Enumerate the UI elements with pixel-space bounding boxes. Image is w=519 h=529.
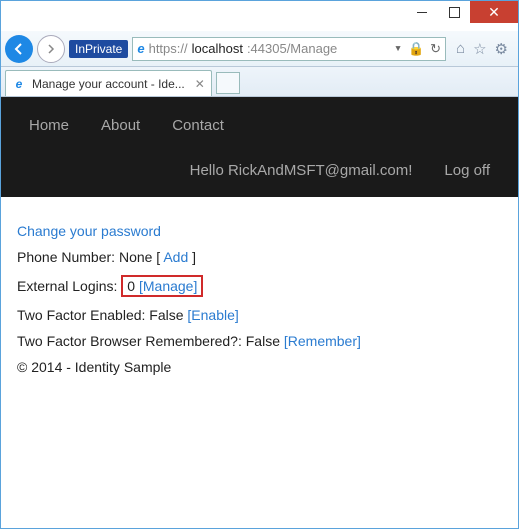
nav-contact[interactable]: Contact [172, 117, 224, 134]
star-icon[interactable]: ☆ [473, 40, 486, 58]
chrome-controls: ⌂ ☆ ⚙ [450, 40, 514, 58]
url-host: localhost [192, 41, 243, 56]
address-bar: InPrivate e https:// localhost :44305/Mana… [1, 31, 518, 67]
change-password-link[interactable]: Change your password [17, 223, 161, 239]
two-factor-browser-value: False [246, 333, 280, 349]
external-logins-highlight: 0 [Manage] [121, 275, 203, 297]
two-factor-remember-link[interactable]: [Remember] [284, 333, 361, 349]
tab-title: Manage your account - Ide... [32, 77, 185, 91]
manage-content: Change your password Phone Number: None … [17, 197, 502, 375]
forward-button[interactable] [37, 35, 65, 63]
page-viewport: Home About Contact Hello RickAndMSFT@gma… [1, 97, 518, 528]
tab-strip: e Manage your account - Ide... ✕ [1, 67, 518, 97]
two-factor-enabled-label: Two Factor Enabled: [17, 307, 145, 323]
tab-close-icon[interactable]: ✕ [195, 77, 205, 91]
minimize-icon [417, 12, 427, 13]
home-icon[interactable]: ⌂ [456, 40, 465, 58]
close-button[interactable]: ✕ [470, 1, 518, 23]
nav-about[interactable]: About [101, 117, 140, 134]
gear-icon[interactable]: ⚙ [495, 40, 508, 58]
ie-icon: e [12, 77, 26, 91]
external-logins-row: External Logins: 0 [Manage] [17, 275, 502, 297]
two-factor-browser-row: Two Factor Browser Remembered?: False [R… [17, 333, 502, 349]
stop-icon[interactable]: ▾ [394, 41, 402, 56]
nav-logoff[interactable]: Log off [444, 162, 490, 179]
lock-icon[interactable]: 🔒 [408, 41, 424, 57]
window-titlebar: ✕ [1, 1, 518, 31]
nav-greeting[interactable]: Hello RickAndMSFT@gmail.com! [190, 162, 413, 179]
external-logins-label: External Logins: [17, 278, 117, 294]
back-icon [12, 42, 26, 56]
inprivate-badge: InPrivate [69, 40, 128, 58]
phone-label: Phone Number: [17, 249, 115, 265]
maximize-button[interactable] [438, 1, 470, 23]
maximize-icon [449, 7, 460, 18]
two-factor-enable-link[interactable]: [Enable] [187, 307, 238, 323]
back-button[interactable] [5, 35, 33, 63]
footer-text: © 2014 - Identity Sample [17, 359, 502, 375]
phone-add-link[interactable]: Add [163, 249, 188, 265]
close-icon: ✕ [488, 5, 500, 19]
ie-icon: e [137, 41, 144, 56]
address-controls: ▾ 🔒 ↻ [394, 41, 441, 57]
external-logins-count: 0 [127, 278, 135, 294]
site-navbar: Home About Contact Hello RickAndMSFT@gma… [1, 97, 518, 197]
refresh-icon[interactable]: ↻ [430, 41, 441, 57]
nav-home[interactable]: Home [29, 117, 69, 134]
two-factor-browser-label: Two Factor Browser Remembered?: [17, 333, 242, 349]
forward-icon [45, 43, 57, 55]
tab-active[interactable]: e Manage your account - Ide... ✕ [5, 70, 212, 96]
phone-value: None [119, 249, 152, 265]
two-factor-enabled-row: Two Factor Enabled: False [Enable] [17, 307, 502, 323]
url-path: :44305/Manage [247, 41, 337, 56]
new-tab-button[interactable] [216, 72, 240, 94]
two-factor-enabled-value: False [149, 307, 183, 323]
external-logins-manage-link[interactable]: [Manage] [139, 278, 197, 294]
minimize-button[interactable] [406, 1, 438, 23]
phone-row: Phone Number: None [ Add ] [17, 249, 502, 265]
address-field[interactable]: e https:// localhost :44305/Manage ▾ 🔒 ↻ [132, 37, 446, 61]
url-protocol: https:// [149, 41, 188, 56]
